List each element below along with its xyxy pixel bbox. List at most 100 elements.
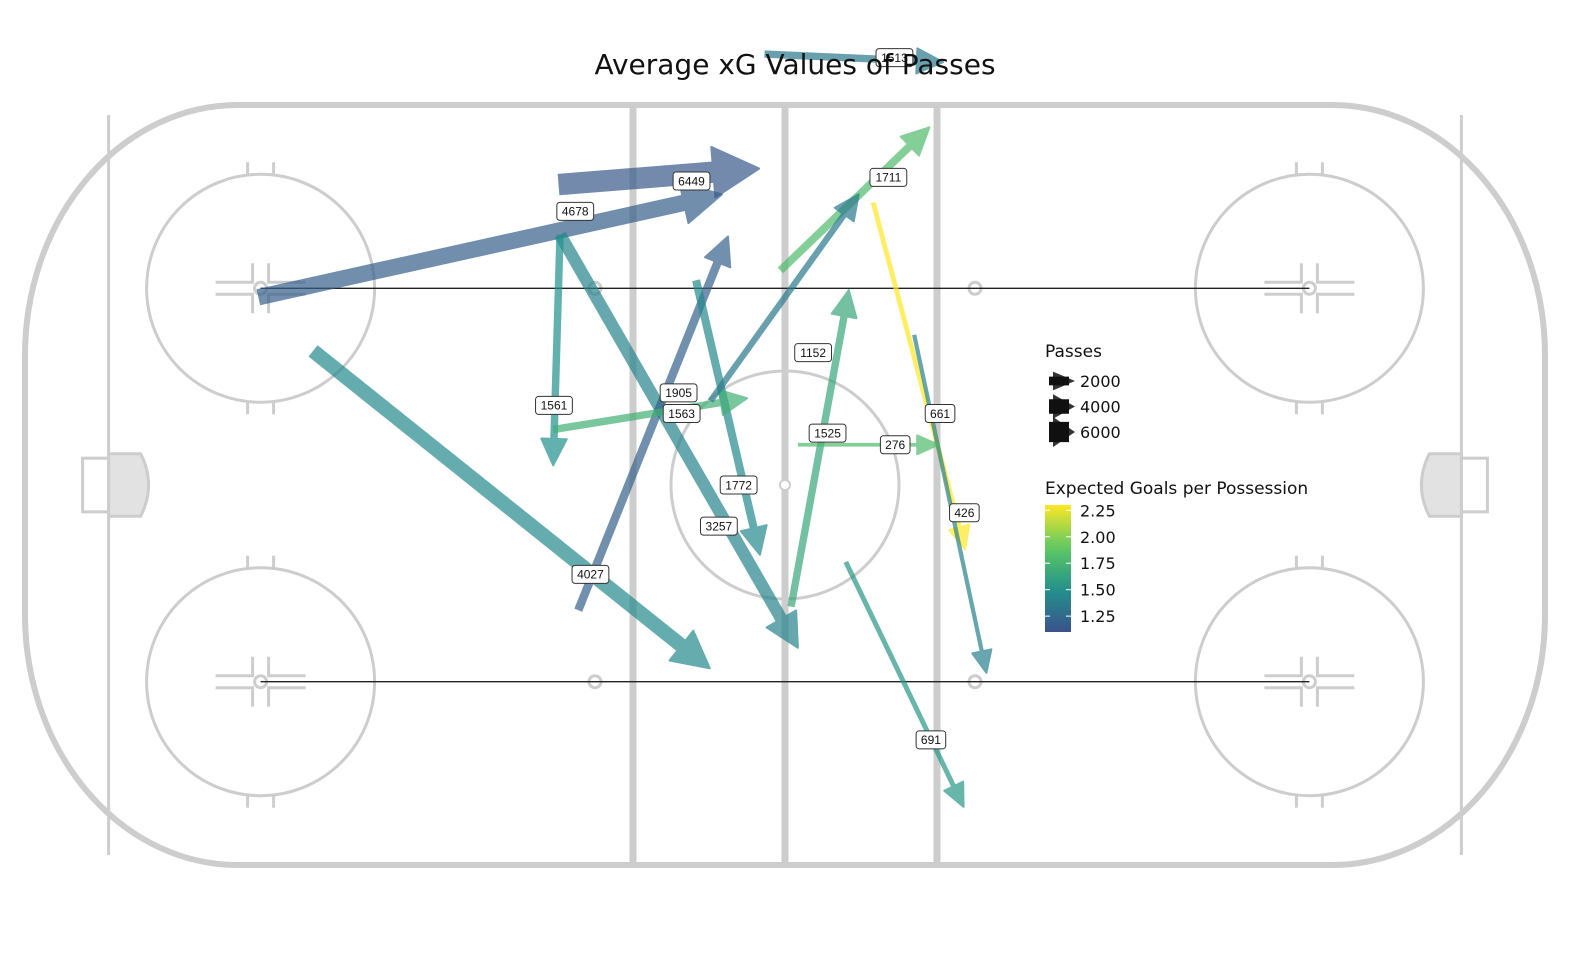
goal-net-left [81, 456, 111, 514]
pass-arrow-shaft [554, 231, 788, 624]
pass-arrow-head [704, 235, 732, 269]
pass-count-label-text: 1561 [541, 399, 568, 413]
pass-arrow-shaft [787, 313, 849, 608]
pass-count-label-text: 3257 [706, 519, 733, 533]
pass-count-label-box [556, 201, 595, 221]
pass-count-label: 1711 [869, 167, 908, 187]
pass-arrow-head [717, 388, 748, 417]
pass-count-label-box [672, 171, 711, 191]
pass-count-label-box [924, 403, 956, 423]
goal-crease-left [107, 452, 151, 518]
pass-arrow [787, 289, 858, 608]
faceoff-marker [1264, 656, 1303, 678]
pass-arrow [843, 560, 965, 808]
pass-arrow-head [915, 47, 945, 75]
size-legend-label: 6000 [1080, 423, 1121, 442]
pass-count-label: 426 [949, 503, 980, 523]
pass-count-label: 1563 [662, 403, 701, 423]
pass-arrow-shaft [912, 334, 985, 654]
pass-count-label-box [699, 516, 738, 536]
pass-arrow-head [833, 193, 860, 223]
pass-arrow-head [971, 648, 993, 674]
faceoff-marker [215, 263, 255, 284]
pass-count-label: 1561 [535, 395, 573, 415]
pass-count-label-text: 1525 [814, 426, 841, 440]
faceoff-marker [1315, 263, 1355, 284]
size-legend-label: 2000 [1080, 372, 1121, 391]
pass-arrow-shaft [308, 345, 688, 653]
pass-arrow-shaft [574, 258, 723, 612]
color-legend-label: 1.75 [1080, 554, 1116, 573]
pass-arrow-shaft [707, 211, 848, 403]
pass-count-label: 4027 [571, 564, 610, 584]
pass-arrow-head [540, 437, 568, 467]
faceoff-marker [267, 656, 306, 678]
pass-arrow [554, 231, 799, 649]
pass-arrow-head [899, 126, 931, 157]
pass-count-label-text: 1563 [668, 407, 695, 421]
color-legend-title: Expected Goals per Possession [1045, 479, 1308, 499]
size-legend-title: Passes [1045, 342, 1102, 362]
faceoff-marker [267, 686, 306, 707]
center-dot [779, 479, 791, 491]
pass-count-label: 4678 [556, 201, 595, 221]
color-legend-label: 2.25 [1080, 501, 1116, 520]
color-legend-label: 2.00 [1080, 528, 1116, 547]
pass-count-label: 6449 [672, 171, 711, 191]
faceoff-marker [215, 686, 255, 707]
pass-arrow [256, 181, 723, 306]
pass-count-label-box [571, 564, 610, 584]
pass-arrows [256, 47, 993, 808]
pass-labels: 6449 4678 4027 3257 1905 1772 1711 1561 1563 1525… [535, 48, 980, 750]
pass-arrow-shaft [843, 560, 957, 790]
pass-count-label: 3257 [699, 516, 738, 536]
pass-count-label: 1525 [808, 423, 847, 443]
goal-net-right [1459, 456, 1489, 514]
faceoff-marker [1315, 686, 1355, 707]
legend: Passes 2000 4000 6000 Expected Goals per Pos… [1045, 342, 1308, 632]
hockey-rink [22, 102, 1548, 868]
color-legend-label: 1.25 [1080, 607, 1116, 626]
size-legend-key-head [1053, 416, 1075, 448]
pass-count-label-text: 6449 [678, 174, 705, 188]
faceoff-marker [215, 292, 255, 314]
pass-count-label: 691 [915, 730, 947, 750]
faceoff-marker [1315, 292, 1355, 314]
goal-crease-right [1419, 452, 1463, 518]
pass-count-label-text: 4678 [562, 205, 589, 219]
rink-boards [22, 102, 1548, 868]
faceoff-marker [215, 656, 255, 678]
pass-count-label-box [535, 395, 573, 415]
pass-count-label-box [659, 383, 698, 403]
pass-count-label-text: 4027 [577, 568, 604, 582]
size-legend-key-head [1053, 394, 1075, 419]
pass-arrow-shaft [256, 194, 688, 306]
faceoff-marker [1315, 656, 1355, 678]
chart-title: Average xG Values of Passes [594, 48, 996, 81]
pass-count-label-box [875, 48, 914, 68]
pass-count-label: 276 [879, 435, 911, 455]
pass-count-label-box [949, 503, 980, 523]
pass-count-label: 1152 [794, 343, 833, 363]
pass-count-label: 661 [924, 403, 956, 423]
pass-count-label: 1772 [719, 475, 758, 495]
pass-count-label-text: 1905 [665, 386, 692, 400]
pass-count-label-box [719, 475, 758, 495]
pass-arrow-head [668, 629, 711, 670]
pass-count-label: 1513 [875, 48, 914, 68]
pass-arrow [912, 334, 993, 674]
pass-arrow-head [916, 434, 940, 456]
size-legend-label: 4000 [1080, 398, 1121, 417]
faceoff-marker [1264, 686, 1303, 707]
pass-arrow-head [739, 524, 768, 556]
size-legend-key-head [1053, 371, 1075, 391]
pass-count-label-box [879, 435, 911, 455]
pass-arrow [308, 345, 711, 670]
pass-arrow [692, 279, 768, 556]
pass-arrow-head [710, 145, 761, 199]
pass-count-label-text: 1513 [881, 51, 908, 65]
faceoff-marker [267, 263, 306, 284]
pass-count-label-box [915, 730, 947, 750]
